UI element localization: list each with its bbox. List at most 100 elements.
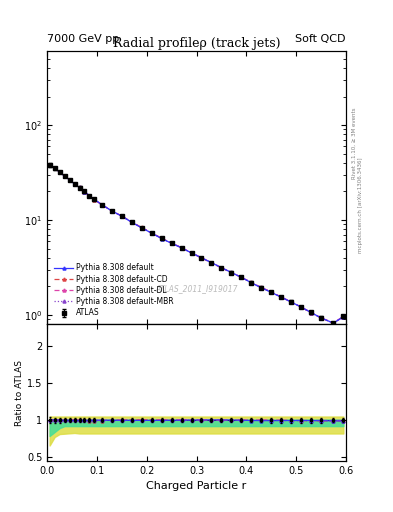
Pythia 8.308 default <box>269 289 274 295</box>
Pythia 8.308 default-DL <box>219 265 224 271</box>
Pythia 8.308 default <box>189 250 194 256</box>
Pythia 8.308 default-MBR <box>57 169 62 175</box>
Pythia 8.308 default-MBR <box>159 236 164 242</box>
Pythia 8.308 default-CD <box>77 184 82 190</box>
Pythia 8.308 default <box>140 225 144 231</box>
Pythia 8.308 default <box>239 274 244 281</box>
Pythia 8.308 default-MBR <box>279 294 283 301</box>
Pythia 8.308 default-DL <box>249 280 253 286</box>
Pythia 8.308 default-MBR <box>299 304 303 310</box>
Pythia 8.308 default <box>110 208 114 214</box>
Pythia 8.308 default-DL <box>92 197 97 203</box>
Y-axis label: Ratio to ATLAS: Ratio to ATLAS <box>15 359 24 425</box>
Pythia 8.308 default <box>279 294 283 300</box>
Pythia 8.308 default <box>249 280 253 286</box>
Pythia 8.308 default-DL <box>62 173 67 179</box>
Pythia 8.308 default-CD <box>72 181 77 187</box>
Line: Pythia 8.308 default-CD: Pythia 8.308 default-CD <box>48 163 345 325</box>
Pythia 8.308 default-CD <box>179 245 184 251</box>
Pythia 8.308 default-CD <box>219 265 224 271</box>
Pythia 8.308 default-MBR <box>72 181 77 187</box>
Pythia 8.308 default-CD <box>110 208 114 214</box>
Pythia 8.308 default-MBR <box>269 289 274 295</box>
Pythia 8.308 default-MBR <box>209 260 214 266</box>
Pythia 8.308 default-MBR <box>52 165 57 172</box>
Pythia 8.308 default-CD <box>279 294 283 300</box>
Pythia 8.308 default <box>259 285 264 291</box>
Pythia 8.308 default-CD <box>269 289 274 295</box>
Line: Pythia 8.308 default-MBR: Pythia 8.308 default-MBR <box>48 163 345 325</box>
Pythia 8.308 default-DL <box>72 181 77 187</box>
Pythia 8.308 default-MBR <box>189 250 194 256</box>
Pythia 8.308 default-MBR <box>82 188 87 195</box>
Pythia 8.308 default-CD <box>319 315 323 321</box>
Pythia 8.308 default-DL <box>289 298 294 305</box>
Pythia 8.308 default <box>179 245 184 251</box>
Pythia 8.308 default-MBR <box>62 173 67 179</box>
Pythia 8.308 default-MBR <box>309 310 313 316</box>
Text: Soft QCD: Soft QCD <box>296 33 346 44</box>
Pythia 8.308 default-DL <box>169 240 174 246</box>
Pythia 8.308 default-CD <box>99 202 104 208</box>
Pythia 8.308 default <box>331 320 336 326</box>
Pythia 8.308 default <box>119 213 124 219</box>
Pythia 8.308 default <box>169 240 174 246</box>
Pythia 8.308 default-MBR <box>289 299 294 305</box>
Pythia 8.308 default-DL <box>309 309 313 315</box>
Pythia 8.308 default <box>299 304 303 310</box>
Pythia 8.308 default <box>62 173 67 179</box>
Pythia 8.308 default-MBR <box>87 193 92 199</box>
Pythia 8.308 default-CD <box>140 224 144 230</box>
Pythia 8.308 default-MBR <box>129 219 134 225</box>
Pythia 8.308 default <box>319 315 323 321</box>
Pythia 8.308 default-DL <box>77 184 82 190</box>
Pythia 8.308 default-DL <box>99 202 104 208</box>
Pythia 8.308 default-MBR <box>229 269 234 275</box>
Pythia 8.308 default-MBR <box>259 285 264 291</box>
Pythia 8.308 default <box>199 254 204 261</box>
Pythia 8.308 default <box>129 219 134 225</box>
Pythia 8.308 default-CD <box>62 173 67 179</box>
Pythia 8.308 default-DL <box>189 250 194 256</box>
Text: mcplots.cern.ch [arXiv:1306.3436]: mcplots.cern.ch [arXiv:1306.3436] <box>358 157 363 252</box>
Pythia 8.308 default-DL <box>341 313 346 319</box>
Pythia 8.308 default <box>47 162 52 168</box>
Pythia 8.308 default <box>229 269 234 275</box>
Pythia 8.308 default-CD <box>239 274 244 281</box>
Text: 7000 GeV pp: 7000 GeV pp <box>47 33 119 44</box>
Pythia 8.308 default-DL <box>199 254 204 261</box>
Pythia 8.308 default-CD <box>52 165 57 172</box>
Pythia 8.308 default-MBR <box>92 197 97 203</box>
Text: Rivet 3.1.10, ≥ 3M events: Rivet 3.1.10, ≥ 3M events <box>352 108 357 179</box>
Pythia 8.308 default-DL <box>110 208 114 214</box>
Pythia 8.308 default-MBR <box>199 254 204 261</box>
Pythia 8.308 default-DL <box>47 162 52 168</box>
Pythia 8.308 default-CD <box>119 213 124 219</box>
Pythia 8.308 default <box>82 188 87 195</box>
Pythia 8.308 default <box>99 202 104 208</box>
Pythia 8.308 default-CD <box>229 269 234 275</box>
Pythia 8.308 default <box>67 177 72 183</box>
Pythia 8.308 default-CD <box>309 310 313 316</box>
Pythia 8.308 default-MBR <box>77 184 82 190</box>
Pythia 8.308 default-MBR <box>119 213 124 219</box>
Pythia 8.308 default-CD <box>47 162 52 168</box>
Pythia 8.308 default-DL <box>259 284 264 290</box>
Text: ATLAS_2011_I919017: ATLAS_2011_I919017 <box>155 284 238 293</box>
Pythia 8.308 default-DL <box>209 260 214 266</box>
Pythia 8.308 default-DL <box>82 188 87 195</box>
Pythia 8.308 default-MBR <box>219 265 224 271</box>
Pythia 8.308 default <box>92 197 97 203</box>
Pythia 8.308 default-MBR <box>149 230 154 236</box>
Pythia 8.308 default-CD <box>82 188 87 195</box>
Pythia 8.308 default-DL <box>279 294 283 300</box>
Pythia 8.308 default-CD <box>159 235 164 241</box>
Pythia 8.308 default-CD <box>199 255 204 261</box>
Pythia 8.308 default-DL <box>52 165 57 171</box>
Pythia 8.308 default <box>309 309 313 315</box>
Pythia 8.308 default-MBR <box>179 245 184 251</box>
Pythia 8.308 default <box>72 181 77 187</box>
Pythia 8.308 default-MBR <box>169 240 174 246</box>
Pythia 8.308 default <box>219 265 224 271</box>
Pythia 8.308 default-DL <box>229 269 234 275</box>
